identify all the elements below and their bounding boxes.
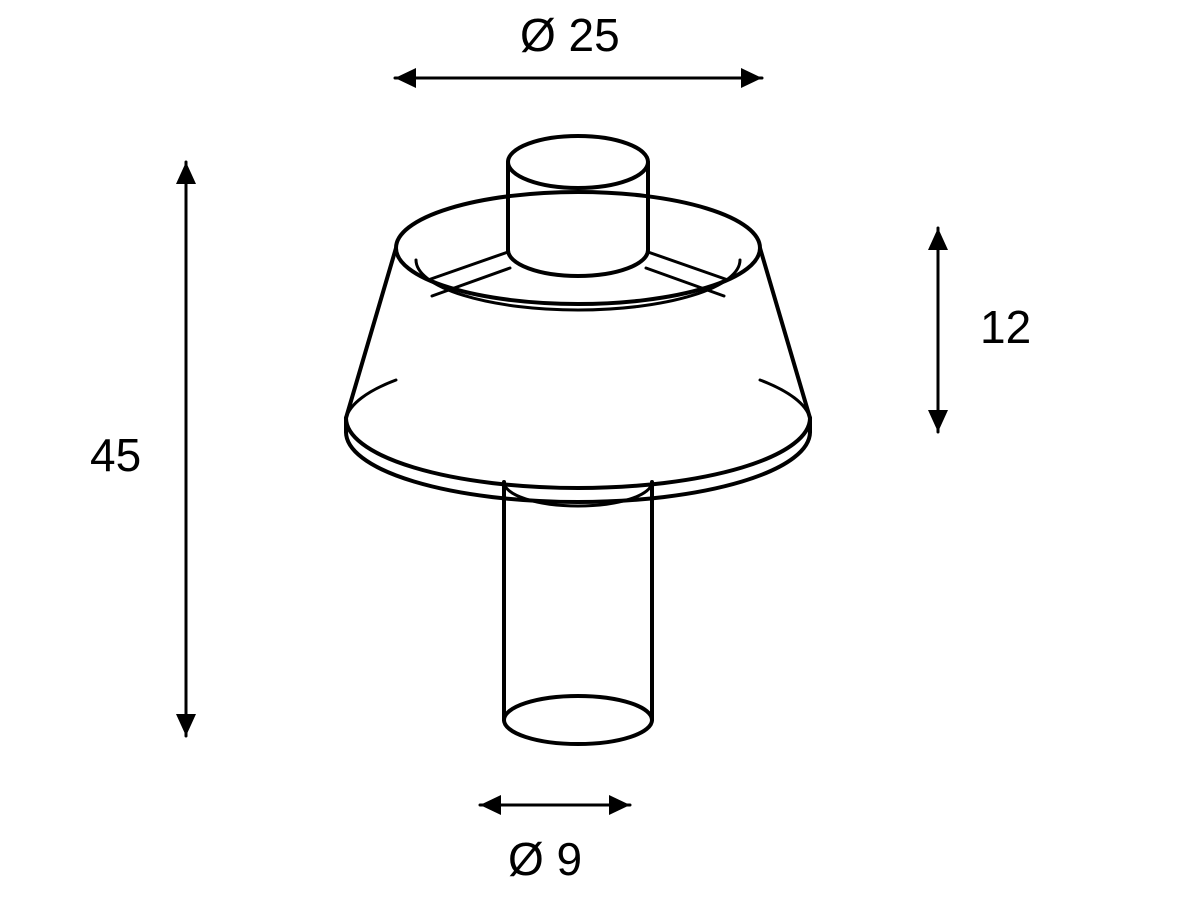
label-total-height: 45 xyxy=(90,428,141,482)
label-top-diameter: Ø 25 xyxy=(520,8,620,62)
dim-arrow-right xyxy=(928,228,948,432)
label-base-diameter: Ø 9 xyxy=(508,832,582,886)
part-outline xyxy=(346,136,810,744)
dim-arrow-left xyxy=(176,162,196,736)
dim-arrow-bottom xyxy=(480,795,630,815)
dimension-arrows xyxy=(176,68,948,815)
drawing-svg xyxy=(0,0,1200,900)
label-shade-height: 12 xyxy=(980,300,1031,354)
drawing-canvas: Ø 25 45 12 Ø 9 xyxy=(0,0,1200,900)
dim-arrow-top xyxy=(395,68,762,88)
